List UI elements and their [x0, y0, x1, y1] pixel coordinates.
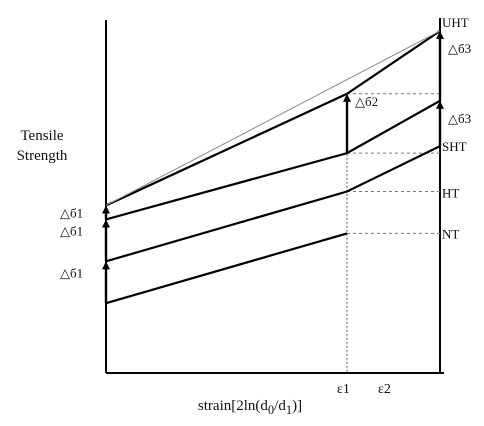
delta-label-1: △б1 — [60, 265, 83, 280]
series-line-nt — [105, 232, 348, 305]
x-tick-2: ε2 — [378, 382, 391, 397]
end-label-sht: SHT — [442, 139, 467, 154]
delta-label-2: △б1 — [60, 223, 83, 238]
delta-label-6: △б3 — [448, 41, 471, 56]
arrow-delta1-c-head — [102, 205, 110, 214]
arrow-delta3-a-head — [436, 100, 444, 109]
delta-label-4: △б2 — [355, 94, 378, 109]
end-label-uht: UHT — [442, 15, 469, 30]
end-label-ht: HT — [442, 186, 459, 201]
x-axis-label: strain[2ln(d0/d1)] — [197, 398, 303, 417]
y-axis-label-line2: Strength — [16, 148, 68, 164]
x-tick-1: ε1 — [337, 382, 350, 397]
arrow-delta2-head — [343, 93, 351, 102]
arrow-delta1-b-head — [102, 219, 110, 228]
arrow-delta3-b-head — [436, 30, 444, 39]
y-axis-label: Tensile Strength — [4, 126, 80, 166]
y-axis-label-line1: Tensile — [20, 128, 64, 144]
delta-label-5: △б3 — [448, 111, 471, 126]
end-label-nt: NT — [442, 226, 459, 241]
thin-reference-line — [105, 30, 441, 206]
delta-label-3: △б1 — [60, 205, 83, 220]
arrow-delta1-a-head — [102, 261, 110, 270]
series-line-ht — [105, 145, 441, 263]
